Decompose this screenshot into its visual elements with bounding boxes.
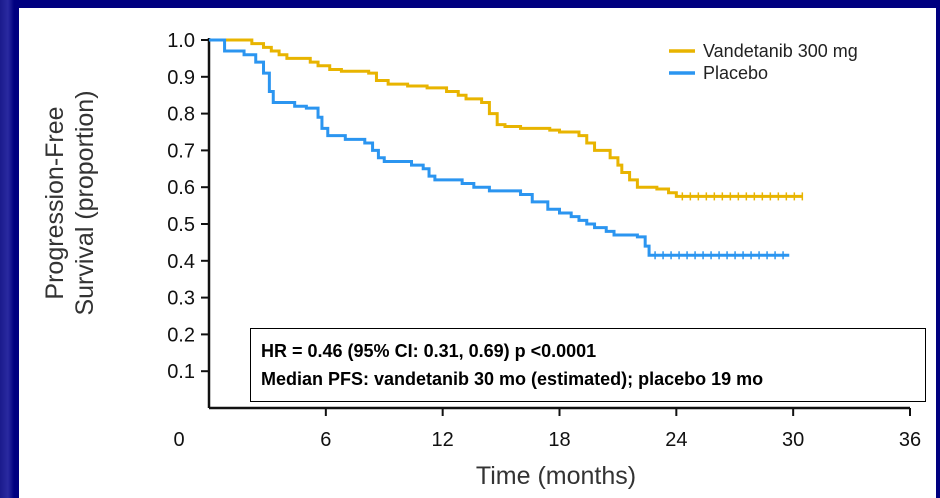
y-tick-label: 0.8 xyxy=(167,104,195,126)
y-tick-label: 0.6 xyxy=(167,177,195,199)
y-tick-label: 0.2 xyxy=(167,324,195,346)
series-lines xyxy=(209,38,804,260)
censor-marks-2 xyxy=(654,251,784,260)
hazard-ratio-text: HR = 0.46 (95% CI: 0.31, 0.69) p <0.0001 xyxy=(261,341,597,361)
y-tick-label: 0.9 xyxy=(167,67,195,89)
y-axis-label: Progression-Free Survival (proportion) xyxy=(41,90,99,315)
x-tick-label: 12 xyxy=(432,429,454,451)
y-tick-label: 0.7 xyxy=(167,140,195,162)
x-tick-label: 18 xyxy=(548,429,570,451)
y-tick-label: 0.5 xyxy=(167,214,195,236)
y-tick-label: 1.0 xyxy=(167,30,195,52)
series-line-2 xyxy=(209,38,790,257)
y-tick-label: 0.1 xyxy=(167,361,195,383)
x-tick-label: 24 xyxy=(665,429,687,451)
y-axis-label-line2: Survival (proportion) xyxy=(71,90,99,315)
x-ticks: 0 6 12 18 24 30 36 xyxy=(173,408,921,451)
censor-marks-1 xyxy=(681,192,804,201)
series-line-1 xyxy=(209,38,803,198)
y-tick-label: 0.3 xyxy=(167,288,195,310)
annotation-box: HR = 0.46 (95% CI: 0.31, 0.69) p <0.0001… xyxy=(250,328,926,402)
y-tick-label: 0.4 xyxy=(167,251,195,273)
x-tick-label: 36 xyxy=(899,429,921,451)
km-chart: Progression-Free Survival (proportion) 0… xyxy=(41,30,921,490)
legend-label-1: Vandetanib 300 mg xyxy=(703,41,858,61)
x-axis-label: Time (months) xyxy=(476,462,636,490)
median-pfs-text: Median PFS: vandetanib 30 mo (estimated)… xyxy=(261,369,764,389)
legend-label-2: Placebo xyxy=(703,63,768,83)
y-ticks: 0.1 0.2 0.3 0.4 0.5 0.6 0.7 0.8 0.9 1.0 xyxy=(167,30,209,383)
x-tick-label: 6 xyxy=(320,429,331,451)
x-tick-label: 30 xyxy=(782,429,804,451)
x-tick-label: 0 xyxy=(173,429,184,451)
y-axis-label-line1: Progression-Free xyxy=(41,106,69,299)
chart-panel: Progression-Free Survival (proportion) 0… xyxy=(19,8,936,498)
